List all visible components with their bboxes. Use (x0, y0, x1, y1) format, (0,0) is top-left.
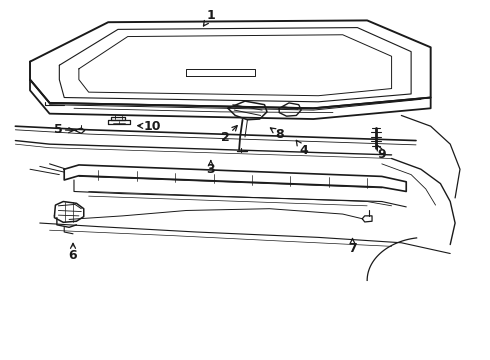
Text: 8: 8 (270, 127, 284, 141)
Text: 4: 4 (296, 140, 308, 157)
Text: 3: 3 (206, 161, 215, 176)
Text: 6: 6 (69, 243, 77, 262)
Text: 10: 10 (138, 120, 161, 133)
Text: 2: 2 (221, 126, 237, 144)
Text: 9: 9 (377, 145, 386, 161)
Text: 1: 1 (203, 9, 215, 26)
Text: 5: 5 (54, 123, 74, 136)
Text: 7: 7 (348, 239, 357, 255)
